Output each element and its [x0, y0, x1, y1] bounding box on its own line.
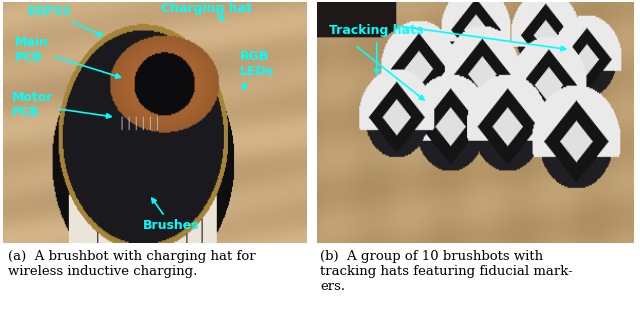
Text: RGB
LEDs: RGB LEDs: [241, 50, 275, 89]
Text: Motor
PCB: Motor PCB: [12, 91, 111, 119]
Text: Main
PCB: Main PCB: [15, 36, 120, 78]
Text: (b)  A group of 10 brushbots with
tracking hats featuring fiducial mark-
ers.: (b) A group of 10 brushbots with trackin…: [320, 250, 573, 293]
Text: Tracking hats: Tracking hats: [330, 24, 424, 74]
Text: Charging hat: Charging hat: [161, 2, 252, 20]
Text: Brushes: Brushes: [143, 198, 200, 232]
Text: ESP32: ESP32: [28, 5, 102, 36]
Text: (a)  A brushbot with charging hat for
wireless inductive charging.: (a) A brushbot with charging hat for wir…: [8, 250, 255, 278]
